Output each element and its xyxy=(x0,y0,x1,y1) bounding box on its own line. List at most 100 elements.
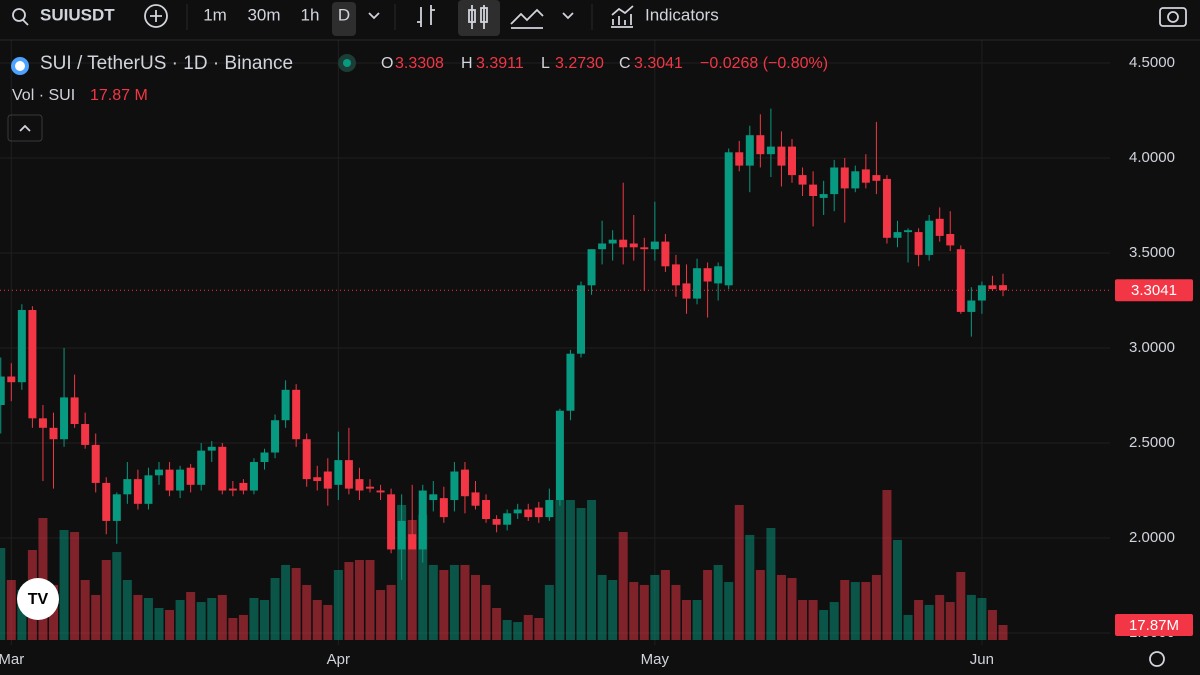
candle-body xyxy=(893,232,902,238)
indicators-icon[interactable] xyxy=(611,5,634,28)
candle-body xyxy=(471,492,480,506)
volume-bar xyxy=(17,590,27,640)
legend-title: SUI / TetherUS · 1D · Binance xyxy=(40,53,293,74)
volume-bar xyxy=(471,574,480,640)
symbol[interactable]: SUIUSDT xyxy=(40,5,115,24)
interval[interactable]: 1h xyxy=(301,5,320,24)
volume-bar xyxy=(587,500,597,640)
volume-bar xyxy=(238,614,248,640)
grid xyxy=(0,40,1110,645)
interval[interactable]: 30m xyxy=(247,5,280,24)
candle-body xyxy=(798,175,807,185)
candle-body xyxy=(967,300,976,312)
candle-body xyxy=(207,446,216,451)
candle-body xyxy=(555,410,564,501)
legend: SUI / TetherUS · 1D · Binance O 3.3308 H… xyxy=(7,53,828,142)
y-tick-label: 4.0000 xyxy=(1129,149,1175,166)
volume-bar xyxy=(745,534,755,640)
volume-value: 17.87 M xyxy=(90,87,148,104)
search-icon[interactable] xyxy=(12,8,26,22)
candle-body xyxy=(577,285,585,354)
candle-body xyxy=(91,444,100,483)
volume-bar xyxy=(312,600,322,640)
volume-bar xyxy=(576,507,586,640)
volume-bar xyxy=(639,584,649,640)
volume-bar xyxy=(80,580,90,640)
volume-bar xyxy=(724,582,734,640)
candle-body xyxy=(534,507,543,518)
candle-body xyxy=(49,427,58,440)
volume-bar xyxy=(734,504,744,640)
candle-body xyxy=(271,420,280,453)
indicators[interactable]: Indicators xyxy=(645,5,719,24)
settings-icon[interactable] xyxy=(1149,651,1165,667)
candle-body xyxy=(840,167,849,189)
volume-bar xyxy=(629,582,639,640)
candle-body xyxy=(81,424,90,445)
candle-body xyxy=(102,482,111,521)
volume-bar xyxy=(819,610,829,640)
candle-body xyxy=(682,283,691,299)
volume-bar xyxy=(481,584,491,640)
candle-body xyxy=(661,241,670,267)
candle-body xyxy=(745,135,754,166)
volume-bar xyxy=(333,570,343,640)
ohlc-value: 3.3308 xyxy=(395,55,444,72)
interval[interactable]: D xyxy=(338,5,350,24)
volume-bar xyxy=(323,604,333,640)
candle-body xyxy=(872,175,881,181)
volume-bar xyxy=(186,592,196,640)
ohlc-value: 3.3911 xyxy=(476,55,524,72)
candle-body xyxy=(492,519,501,525)
volume-bar xyxy=(165,610,175,640)
chevron[interactable] xyxy=(368,12,380,20)
volume-bar xyxy=(682,600,691,640)
candle-body xyxy=(313,477,322,482)
candle-body xyxy=(608,239,617,244)
market-status xyxy=(343,59,351,67)
volume-bar xyxy=(787,577,797,640)
bars-icon[interactable] xyxy=(417,5,435,27)
volume-bar xyxy=(829,602,839,640)
candle-body xyxy=(809,184,818,197)
candle-body xyxy=(914,232,923,255)
volume-bar xyxy=(59,530,69,640)
active-interval xyxy=(332,2,356,36)
candle-body xyxy=(133,479,142,504)
ohlc-key: O xyxy=(381,55,393,72)
camera-icon[interactable] xyxy=(1159,7,1187,27)
candle-body xyxy=(566,353,575,411)
volume-title: Vol · SUI xyxy=(12,87,75,104)
candle-body xyxy=(766,146,775,155)
area-icon[interactable] xyxy=(510,8,544,29)
volume-bar xyxy=(260,600,269,640)
interval[interactable]: 1m xyxy=(203,5,227,24)
candle-body xyxy=(788,146,796,176)
candle-body xyxy=(38,418,47,428)
ohlc-value: 3.2730 xyxy=(555,55,604,72)
y-tick-label: 3.0000 xyxy=(1129,339,1175,356)
volume-bar xyxy=(945,602,955,640)
candle-body xyxy=(946,234,955,246)
collapse-button[interactable] xyxy=(7,114,43,142)
volume-bar xyxy=(270,577,280,640)
chevron[interactable] xyxy=(562,12,574,20)
candle-body xyxy=(640,247,649,250)
volume-bar xyxy=(555,500,565,640)
candle-body xyxy=(703,268,712,282)
search-icon xyxy=(22,19,29,26)
candle-body xyxy=(281,389,290,421)
add-symbol[interactable] xyxy=(144,4,168,28)
volume-bar xyxy=(291,567,301,640)
x-tick-label: Jun xyxy=(970,651,994,668)
candle-body xyxy=(999,285,1007,291)
candles-button[interactable] xyxy=(458,0,500,36)
volume-bar xyxy=(217,594,227,640)
price-axis: 1.50002.00002.50003.00003.50004.00004.50… xyxy=(0,54,1193,668)
last-price-label: 3.3041 xyxy=(1131,282,1177,299)
candle-body xyxy=(545,500,554,518)
candle-body xyxy=(366,486,374,489)
candle-body xyxy=(429,494,438,501)
volume-bar xyxy=(428,564,438,640)
y-tick-label: 2.0000 xyxy=(1129,529,1175,546)
